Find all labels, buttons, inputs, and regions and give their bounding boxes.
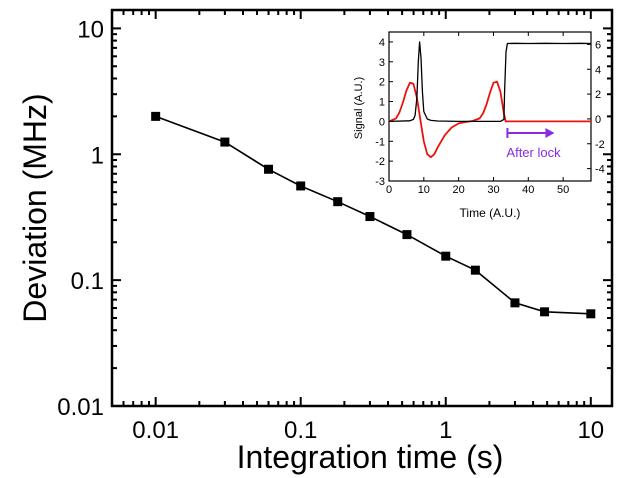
inset-black-series-line xyxy=(388,41,592,123)
main-x-tick-label: 0.01 xyxy=(132,417,179,444)
main-y-axis-title: Deviation (MHz) xyxy=(17,93,53,322)
main-data-point xyxy=(402,230,412,240)
inset-x-axis-title: Time (A.U.) xyxy=(460,206,521,220)
inset-x-tick-label: 20 xyxy=(453,184,465,196)
inset-y2-tick-label: 6 xyxy=(595,39,601,51)
main-data-point xyxy=(540,307,550,317)
inset-x-tick-label: 30 xyxy=(487,184,499,196)
main-data-point xyxy=(296,181,306,191)
inset-x-tick-label: 50 xyxy=(557,184,569,196)
main-series-line xyxy=(155,115,591,315)
inset-y-tick-label: 1 xyxy=(379,97,385,109)
main-x-tick-label: 0.1 xyxy=(284,417,317,444)
main-x-tick-label: 10 xyxy=(577,417,604,444)
main-y-tick-label: 0.01 xyxy=(57,394,104,421)
main-data-point xyxy=(441,251,451,261)
main-x-tick-label: 1 xyxy=(439,417,452,444)
inset-y2-tick-label: 2 xyxy=(595,89,601,101)
inset-y-tick-label: -3 xyxy=(375,176,385,188)
main-data-point xyxy=(586,309,596,319)
inset-y-tick-label: 0 xyxy=(379,116,385,128)
after-lock-label: After lock xyxy=(506,145,561,160)
inset-y-tick-label: -1 xyxy=(375,136,385,148)
inset-y2-tick-label: -4 xyxy=(595,164,605,176)
inset-y2-tick-label: 4 xyxy=(595,64,601,76)
inset-x-tick-label: 10 xyxy=(418,184,430,196)
inset-red-series-line xyxy=(388,80,591,159)
main-data-point xyxy=(333,197,343,207)
inset-chart: 0 10 20 30 40 50 -3 -2 -1 0 1 2 3 4 -4 -2 0 2 4 6 Time (A.U… xyxy=(353,31,605,220)
inset-x-tick-label: 40 xyxy=(522,184,534,196)
inset-y2-tick-label: -2 xyxy=(595,139,605,151)
main-data-point xyxy=(510,298,520,308)
inset-y2-tick-label: 0 xyxy=(595,114,601,126)
main-y-tick-label: 10 xyxy=(77,16,104,43)
inset-plot-frame xyxy=(388,31,592,182)
inset-y-tick-label: 3 xyxy=(379,57,385,69)
main-x-axis-title: Integration time (s) xyxy=(237,439,504,475)
inset-y-tick-label: 4 xyxy=(379,37,385,49)
main-data-point xyxy=(264,164,274,174)
main-data-point xyxy=(470,265,480,275)
inset-x-tick-label: 0 xyxy=(386,184,392,196)
main-y-tick-label: 1 xyxy=(91,142,104,169)
inset-y-tick-label: 2 xyxy=(379,77,385,89)
main-y-tick-label: 0.1 xyxy=(71,268,104,295)
inset-y-tick-label: -2 xyxy=(375,156,385,168)
main-data-point xyxy=(151,111,161,121)
inset-y-axis-title: Signal (A.U.) xyxy=(353,77,365,139)
after-lock-arrow-head xyxy=(545,128,555,138)
main-data-point xyxy=(220,137,230,147)
main-data-point xyxy=(365,212,375,222)
main-plot-frame xyxy=(110,8,614,408)
